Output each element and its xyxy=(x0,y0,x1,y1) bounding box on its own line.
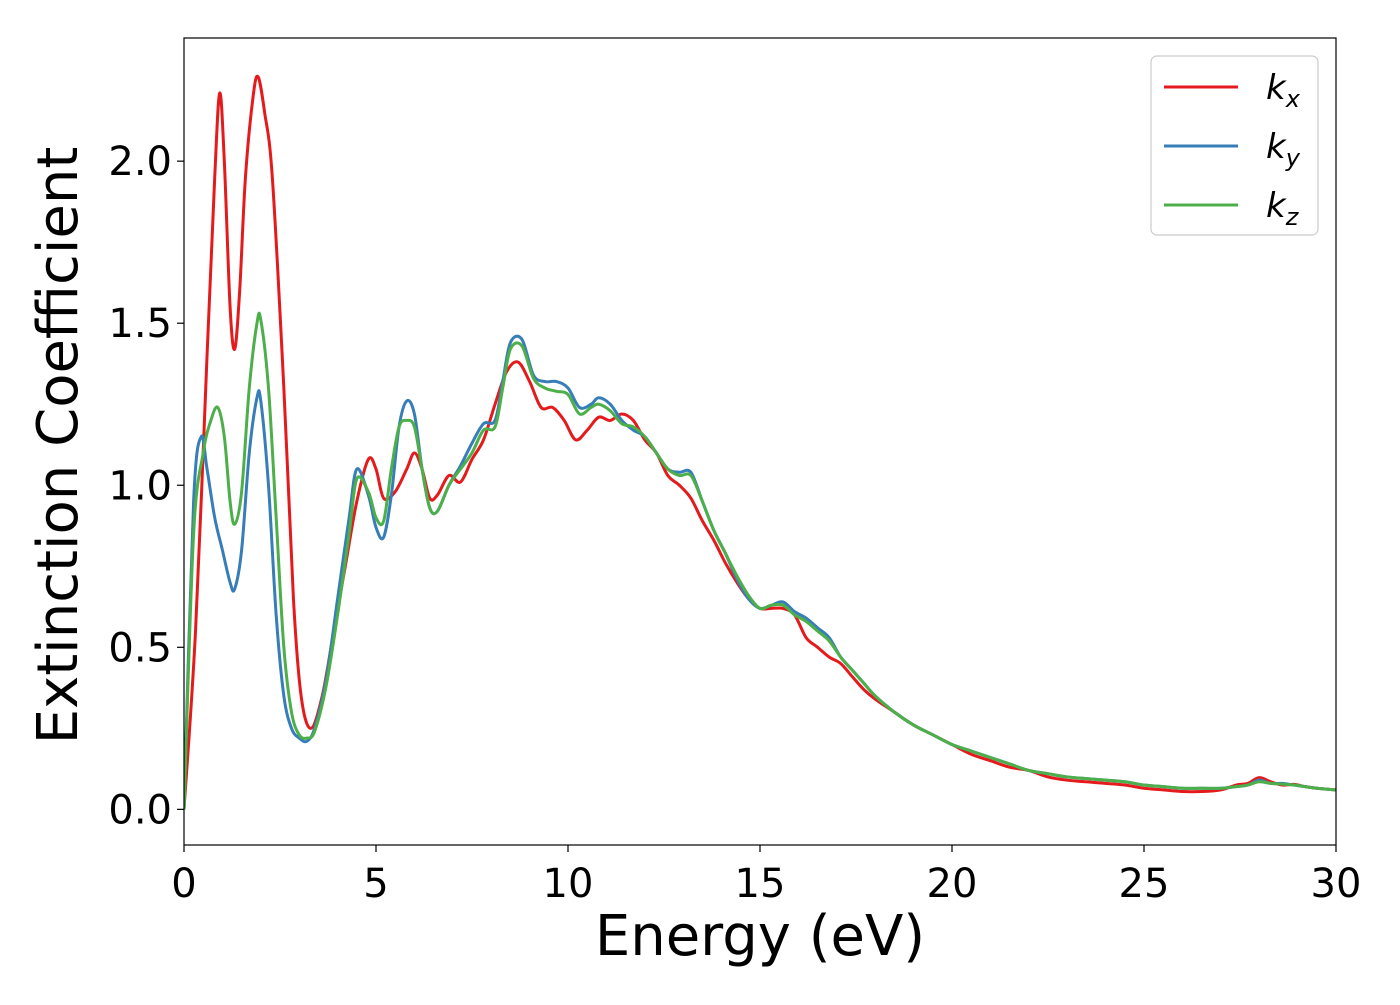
x-tick-label: 25 xyxy=(1119,861,1170,907)
series-layer xyxy=(184,74,1336,810)
y-axis-label: Extinction Coefficient xyxy=(26,147,91,745)
x-tick-label: 5 xyxy=(363,861,388,907)
y-tick-label: 1.5 xyxy=(108,301,172,347)
series-line-z xyxy=(184,311,1336,810)
y-tick-label: 1.0 xyxy=(108,463,172,509)
legend-label-x: kx xyxy=(1266,68,1301,113)
x-tick-label: 0 xyxy=(171,861,196,907)
x-tick-label: 15 xyxy=(735,861,786,907)
y-tick-label: 0.0 xyxy=(108,787,172,833)
y-axis-ticks: 0.0 0.5 1.0 1.5 2.0 xyxy=(108,139,184,833)
y-tick-label: 0.5 xyxy=(108,625,172,671)
x-axis-ticks: 0 5 10 15 20 25 30 xyxy=(171,845,1361,907)
x-tick-label: 20 xyxy=(927,861,978,907)
series-line-x xyxy=(184,74,1336,810)
x-tick-label: 30 xyxy=(1311,861,1362,907)
legend-label-y: ky xyxy=(1266,127,1301,172)
y-tick-label: 2.0 xyxy=(108,139,172,185)
series-line-y xyxy=(184,334,1336,810)
x-tick-label: 10 xyxy=(543,861,594,907)
x-axis-label: Energy (eV) xyxy=(595,904,925,969)
